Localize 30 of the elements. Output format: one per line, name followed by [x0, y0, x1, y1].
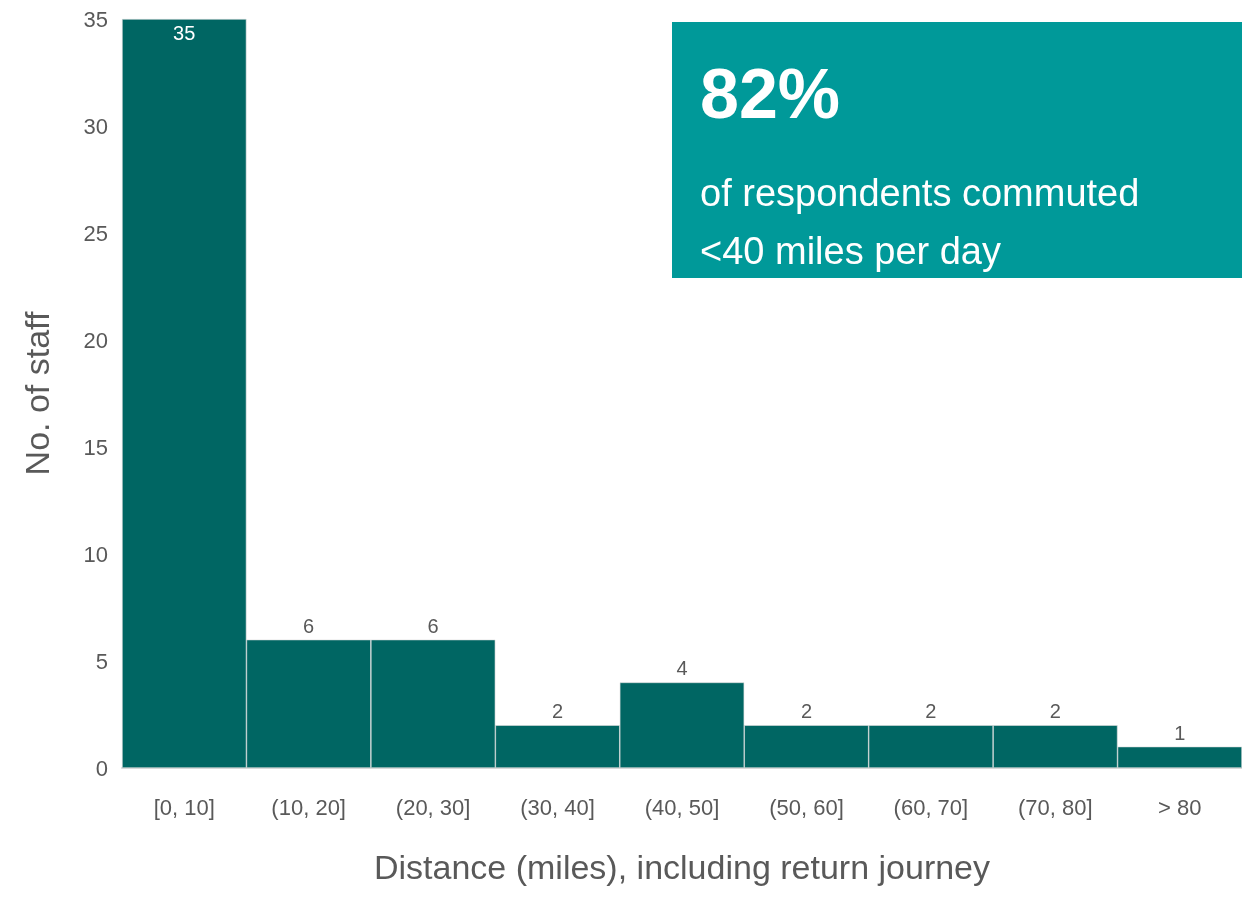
x-tick-label: [0, 10]	[153, 794, 215, 820]
annotation: 82%	[700, 55, 841, 133]
data-label: 1	[1174, 721, 1186, 744]
data-label: 6	[303, 614, 315, 637]
x-tick-label: (40, 50]	[644, 794, 720, 820]
y-tick-label: 5	[95, 648, 108, 674]
x-tick-label: (10, 20]	[271, 794, 346, 820]
y-tick-label: 25	[83, 220, 108, 246]
data-label: 2	[551, 700, 564, 723]
annotation: of respondents commuted <40 miles per day	[700, 172, 1150, 272]
data-label: 2	[1049, 700, 1061, 723]
y-axis-title: No. of staff	[18, 311, 56, 476]
y-tick-label: 20	[83, 327, 108, 353]
x-tick-label: (70, 80]	[1018, 794, 1093, 820]
y-tick-label: 15	[83, 434, 108, 460]
x-axis-title: Distance (miles), including return journey	[373, 848, 991, 886]
x-tick-label: (50, 60]	[769, 794, 844, 820]
data-label: 35	[173, 22, 196, 44]
x-tick-label: (20, 30]	[395, 794, 471, 820]
data-label: 2	[925, 700, 937, 723]
y-tick-label: 30	[83, 113, 108, 139]
x-tick-label: (30, 40]	[520, 794, 595, 820]
data-label: 2	[800, 700, 813, 723]
x-tick-label: > 80	[1158, 794, 1202, 820]
y-tick-label: 35	[83, 6, 108, 32]
data-label: 6	[427, 614, 439, 637]
y-tick-label: 10	[83, 541, 108, 567]
x-tick-label: (60, 70]	[893, 794, 969, 820]
data-label: 4	[676, 657, 688, 680]
y-tick-label: 0	[95, 755, 108, 781]
